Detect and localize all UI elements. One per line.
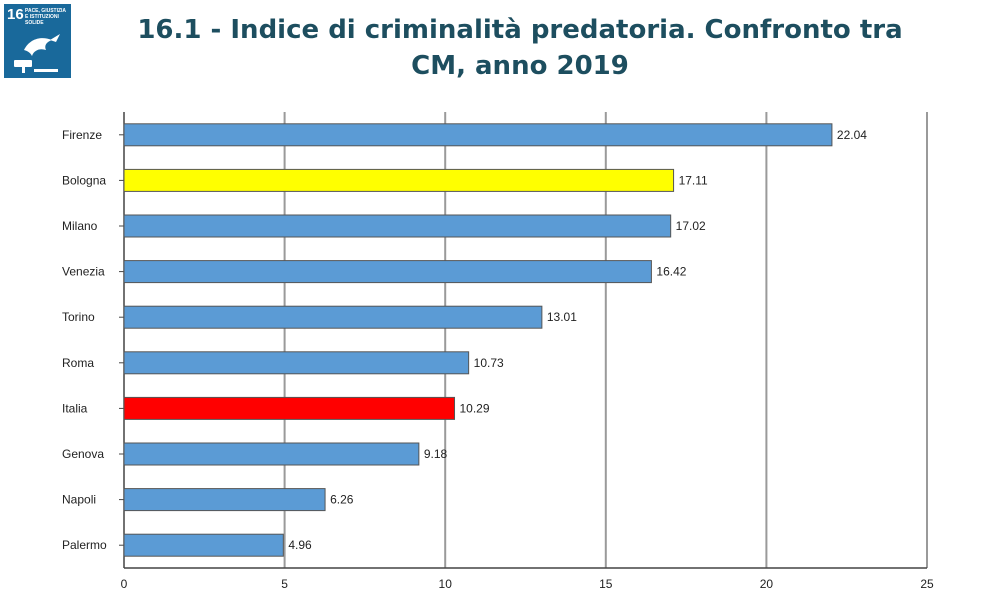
labels: Firenze 22.04 Bologna 17.11 Milano 17.02 Venez… [62, 128, 867, 552]
dove-gavel-icon [14, 34, 60, 73]
category-label: Torino [62, 310, 95, 324]
chart-title: 16.1 - Indice di criminalità predatoria.… [137, 15, 903, 81]
data-label: 9.18 [424, 447, 448, 461]
data-label: 22.04 [837, 128, 867, 142]
category-label: Palermo [62, 538, 107, 552]
data-label: 4.96 [288, 538, 312, 552]
sdg-number: 16 [7, 6, 24, 23]
category-label: Bologna [62, 173, 106, 187]
x-tick-label: 10 [439, 577, 453, 591]
data-label: 6.26 [330, 493, 354, 507]
category-label: Milano [62, 219, 98, 233]
bars [123, 123, 833, 557]
bar [123, 123, 833, 147]
category-label: Venezia [62, 265, 105, 279]
category-label: Firenze [62, 128, 102, 142]
x-tick-label: 20 [760, 577, 774, 591]
data-label: 16.42 [656, 265, 686, 279]
data-label: 13.01 [547, 310, 577, 324]
category-label: Genova [62, 447, 104, 461]
bar [123, 168, 675, 192]
data-label: 17.11 [679, 173, 708, 187]
bar [123, 442, 420, 466]
sdg-16-badge: 16 PACE, GIUSTIZIA E ISTITUZIONI SOLIDE [4, 4, 71, 78]
data-label: 10.73 [474, 356, 504, 370]
category-label: Napoli [62, 493, 96, 507]
sdg-caption: PACE, GIUSTIZIA E ISTITUZIONI SOLIDE [25, 8, 66, 26]
bar [123, 396, 456, 420]
bar [123, 488, 326, 512]
x-tick-label: 5 [281, 577, 288, 591]
bar [123, 533, 284, 557]
x-tick-label: 0 [121, 577, 128, 591]
data-label: 17.02 [676, 219, 706, 233]
bar [123, 351, 470, 375]
bar [123, 305, 543, 329]
category-label: Italia [62, 401, 88, 415]
bar [123, 214, 672, 238]
x-tick-label: 15 [599, 577, 613, 591]
data-label: 10.29 [460, 401, 490, 415]
category-label: Roma [62, 356, 94, 370]
bar [123, 260, 652, 284]
x-tick-label: 25 [920, 577, 934, 591]
